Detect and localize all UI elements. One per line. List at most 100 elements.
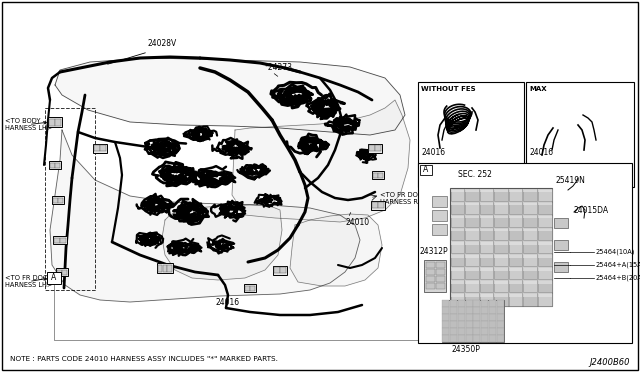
Bar	[509, 241, 522, 244]
Text: 24028V: 24028V	[148, 39, 177, 48]
Bar	[524, 189, 537, 192]
Bar	[479, 267, 493, 271]
Bar	[509, 189, 522, 192]
Bar	[524, 241, 537, 244]
Bar	[524, 189, 537, 201]
Bar	[465, 254, 479, 258]
Bar	[538, 254, 552, 258]
Bar	[250, 285, 255, 291]
Bar	[509, 202, 522, 205]
Bar	[479, 254, 493, 258]
Bar	[60, 237, 65, 243]
Bar	[53, 236, 67, 244]
Bar	[497, 321, 504, 328]
Bar	[479, 280, 493, 292]
Text: <TO FR DOOR
HARNESS LH>: <TO FR DOOR HARNESS LH>	[5, 275, 52, 288]
Text: A: A	[51, 273, 56, 282]
Bar	[494, 202, 508, 205]
Bar	[509, 294, 522, 297]
Bar	[524, 228, 537, 240]
Bar	[52, 196, 64, 204]
Bar	[494, 267, 508, 271]
Bar	[509, 254, 522, 258]
Bar	[494, 294, 508, 297]
Bar	[458, 300, 465, 307]
Text: 24016: 24016	[215, 298, 239, 307]
Bar	[538, 189, 552, 192]
Bar	[465, 189, 479, 192]
Bar	[554, 240, 568, 250]
Bar	[442, 300, 504, 342]
Bar	[465, 228, 479, 240]
Bar	[474, 321, 481, 328]
Bar	[451, 267, 464, 271]
Bar	[479, 294, 493, 297]
Bar	[494, 228, 508, 231]
Bar	[163, 264, 167, 272]
Bar	[458, 328, 465, 335]
Bar	[451, 280, 464, 292]
Bar	[451, 189, 464, 192]
Bar	[54, 237, 60, 243]
Text: 25464+A(15A): 25464+A(15A)	[596, 262, 640, 268]
Bar	[524, 241, 537, 253]
Bar	[100, 145, 106, 151]
Bar	[435, 276, 445, 282]
Bar	[157, 263, 173, 273]
Bar	[481, 314, 488, 321]
Bar	[494, 280, 508, 284]
Bar	[479, 294, 493, 305]
Bar	[538, 241, 552, 253]
Bar	[538, 202, 552, 214]
Bar	[494, 228, 508, 240]
Bar	[451, 280, 464, 284]
Bar	[451, 215, 464, 218]
Text: 24016: 24016	[421, 148, 445, 157]
Bar	[465, 241, 479, 244]
Bar	[450, 307, 457, 314]
Bar	[538, 215, 552, 227]
Bar	[451, 228, 464, 231]
Bar	[538, 280, 552, 284]
Bar	[274, 267, 280, 273]
Bar	[465, 202, 479, 214]
Bar	[458, 321, 465, 328]
Bar	[479, 215, 493, 227]
Bar	[55, 119, 61, 125]
Polygon shape	[50, 130, 360, 302]
Polygon shape	[232, 100, 410, 222]
Bar	[481, 335, 488, 342]
Bar	[465, 215, 479, 218]
Bar	[58, 198, 63, 202]
Bar	[494, 215, 508, 227]
Bar	[554, 218, 568, 228]
Bar	[450, 300, 457, 307]
Text: 24312P: 24312P	[420, 247, 449, 256]
Bar	[509, 280, 522, 284]
Text: <TO BODY
HARNESS LH>: <TO BODY HARNESS LH>	[5, 118, 52, 131]
Text: 24350P: 24350P	[452, 345, 481, 354]
Bar	[479, 228, 493, 240]
Bar	[450, 314, 457, 321]
Bar	[481, 307, 488, 314]
Bar	[494, 189, 508, 201]
Bar	[442, 307, 449, 314]
Bar	[451, 254, 464, 258]
Text: <TO FR DOOR
HARNESS RH>: <TO FR DOOR HARNESS RH>	[380, 192, 429, 205]
Bar	[465, 321, 473, 328]
Bar	[451, 254, 464, 266]
Bar	[465, 241, 479, 253]
Bar	[494, 254, 508, 266]
Bar	[48, 117, 62, 127]
Bar	[458, 314, 465, 321]
Bar	[426, 269, 435, 275]
Bar	[245, 285, 250, 291]
Bar	[509, 267, 522, 271]
Bar	[538, 294, 552, 305]
Bar	[489, 300, 496, 307]
Bar	[418, 163, 632, 343]
Bar	[474, 307, 481, 314]
Text: MAX: MAX	[529, 86, 547, 92]
Bar	[509, 280, 522, 292]
Bar	[418, 82, 524, 187]
